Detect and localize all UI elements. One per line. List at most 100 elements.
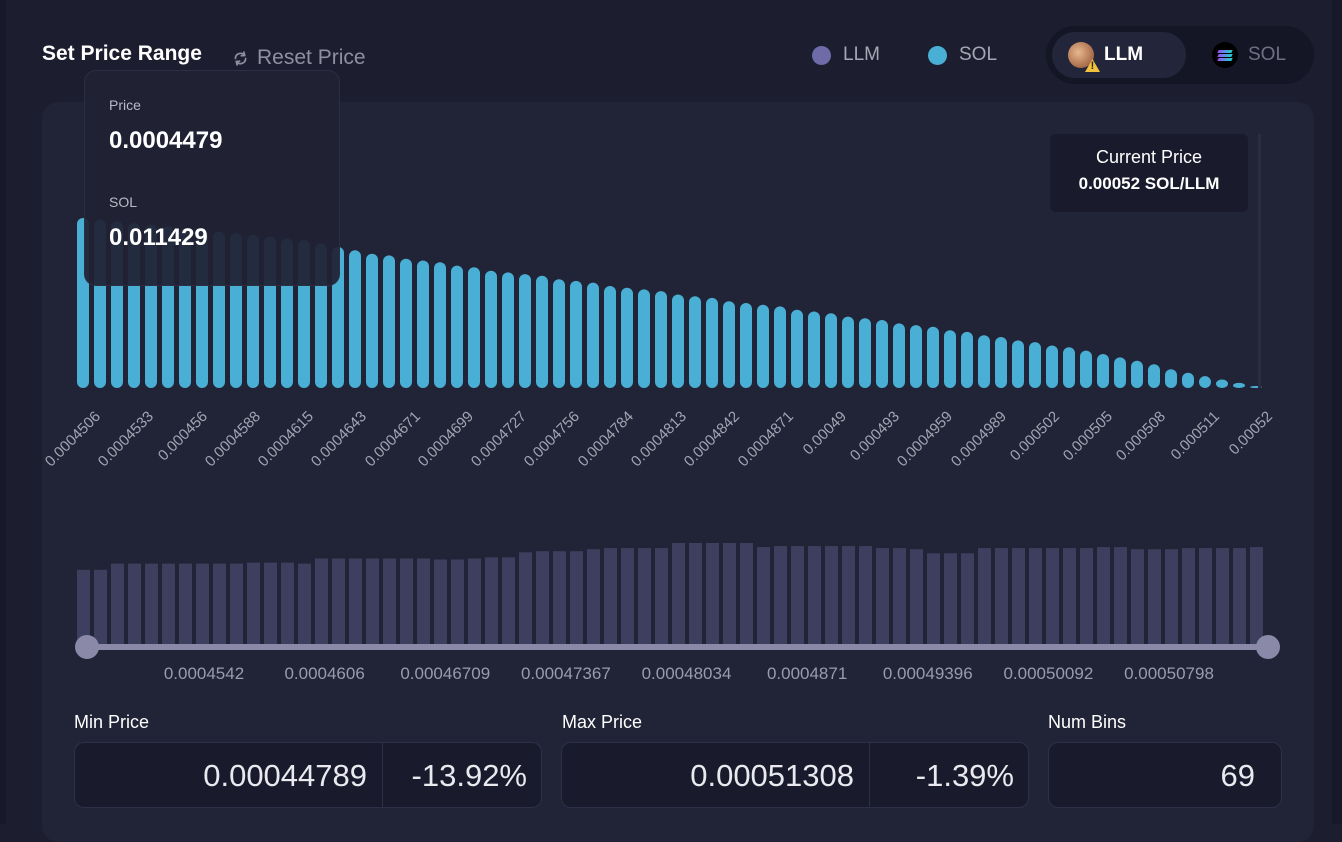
distribution-bar (1148, 364, 1160, 388)
distribution-bar (417, 260, 429, 388)
liquidity-bar (298, 563, 311, 646)
liquidity-bar (179, 563, 192, 646)
liquidity-bar (400, 558, 413, 646)
min-price-divider (382, 743, 383, 807)
liquidity-bar (417, 558, 430, 646)
max-price-label: Max Price (562, 712, 643, 732)
liquidity-bar (621, 548, 634, 646)
distribution-bar (1114, 357, 1126, 388)
liquidity-bar (247, 562, 260, 646)
distribution-bar (859, 318, 871, 388)
liquidity-bar (1080, 548, 1093, 646)
liquidity-bar (1233, 548, 1246, 646)
liquidity-bar (1182, 548, 1195, 646)
liquidity-bar (77, 569, 90, 646)
distribution-bar (1097, 354, 1109, 388)
max-price-divider (869, 743, 870, 807)
liquidity-bar (230, 563, 243, 646)
liquidity-bar (128, 563, 141, 646)
legend-label-sol: SOL (959, 44, 998, 65)
num-bins-input[interactable]: 69 (1220, 758, 1255, 793)
liquidity-bar (944, 553, 957, 646)
distribution-bar (604, 286, 616, 388)
liquidity-bar (213, 563, 226, 646)
sol-token-icon (1212, 42, 1238, 68)
range-tick-label: 0.00046709 (400, 664, 491, 683)
liquidity-bar (111, 563, 124, 646)
liquidity-bar (1199, 548, 1212, 646)
distribution-bar (570, 280, 582, 388)
distribution-bar (961, 331, 973, 388)
distribution-bar (400, 258, 412, 388)
liquidity-bar (791, 546, 804, 646)
liquidity-bar (995, 548, 1008, 646)
tooltip-price-value: 0.0004479 (109, 127, 223, 154)
liquidity-bar (927, 553, 940, 646)
liquidity-bar (434, 559, 447, 646)
liquidity-bar (553, 551, 566, 646)
distribution-bar (1046, 345, 1058, 388)
legend-item-sol: SOL (928, 44, 997, 66)
legend-item-llm: LLM (812, 44, 880, 66)
distribution-bar (808, 311, 820, 388)
liquidity-bar (842, 546, 855, 646)
range-tick-label: 0.0004871 (766, 664, 848, 683)
min-price-input[interactable]: 0.00044789 (203, 758, 367, 793)
distribution-bar (553, 279, 565, 388)
liquidity-bar (689, 543, 702, 646)
range-tick-label: 0.00050798 (1124, 664, 1214, 683)
liquidity-bar (876, 548, 889, 646)
price-distribution-chart (75, 218, 1280, 659)
max-price-input[interactable]: 0.00051308 (690, 758, 854, 793)
distribution-bar (1233, 382, 1245, 388)
toggle-option-llm[interactable]: LLM (1052, 32, 1186, 78)
distribution-bar (995, 337, 1007, 388)
distribution-bar (672, 294, 684, 388)
liquidity-bar (978, 548, 991, 646)
liquidity-bar (706, 543, 719, 646)
price-tooltip: Price 0.0004479 SOL 0.011429 (84, 70, 340, 286)
liquidity-bar (808, 546, 821, 646)
liquidity-bar (1097, 547, 1110, 646)
range-slider-track[interactable] (87, 644, 1268, 650)
liquidity-bar (536, 551, 549, 646)
liquidity-bar (1131, 549, 1144, 646)
distribution-bar (927, 326, 939, 388)
liquidity-bar (1165, 549, 1178, 646)
liquidity-bar (1148, 549, 1161, 646)
section-title: Set Price Range (42, 42, 202, 65)
liquidity-bar (1063, 548, 1076, 646)
distribution-bar (740, 303, 752, 388)
distribution-bar (1080, 350, 1092, 388)
distribution-bar (757, 304, 769, 388)
max-price-field[interactable]: 0.00051308 -1.39% (561, 742, 1029, 808)
legend-dot-sol (928, 45, 947, 65)
distribution-bar (468, 267, 480, 388)
liquidity-bar (485, 557, 498, 646)
liquidity-bar (587, 549, 600, 646)
distribution-bar (1131, 360, 1143, 388)
liquidity-bar (162, 563, 175, 646)
distribution-bar (825, 313, 837, 388)
distribution-bar (519, 274, 531, 388)
num-bins-field[interactable]: 69 (1048, 742, 1282, 808)
min-price-label: Min Price (74, 712, 150, 732)
distribution-bar (944, 330, 956, 388)
liquidity-bar (604, 548, 617, 646)
reset-price-button[interactable]: Reset Price (232, 46, 366, 70)
distribution-bar (876, 320, 888, 388)
distribution-bar (621, 287, 633, 388)
max-price-slider-handle[interactable] (1256, 635, 1280, 659)
liquidity-bar (910, 549, 923, 646)
range-tick-label: 0.00047367 (520, 664, 611, 683)
liquidity-bar (281, 562, 294, 646)
min-price-slider-handle[interactable] (75, 635, 99, 659)
liquidity-bar (349, 558, 362, 646)
toggle-option-sol[interactable]: SOL (1196, 32, 1308, 78)
liquidity-bar (859, 546, 872, 646)
liquidity-bar (825, 546, 838, 646)
distribution-bar (1182, 372, 1194, 388)
tooltip-sol-value: 0.011429 (109, 224, 208, 251)
min-price-field[interactable]: 0.00044789 -13.92% (74, 742, 542, 808)
liquidity-bar (332, 558, 345, 646)
